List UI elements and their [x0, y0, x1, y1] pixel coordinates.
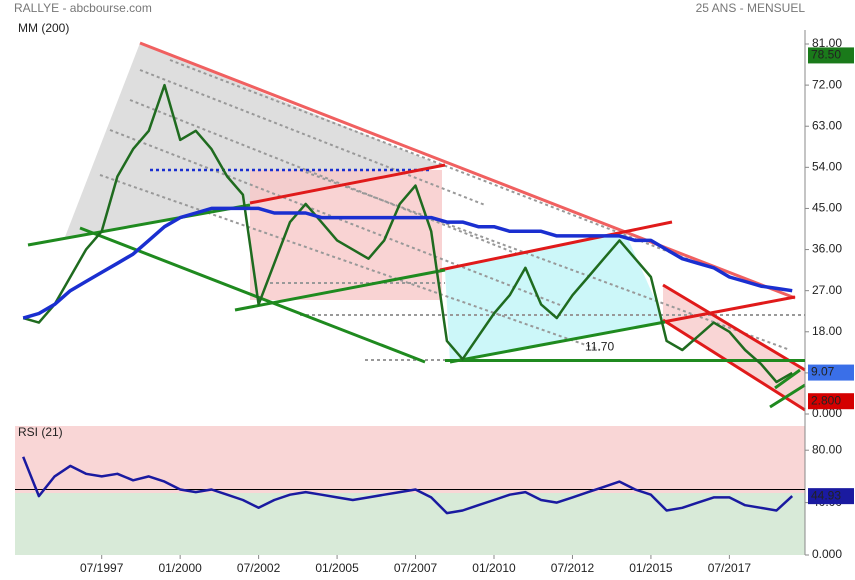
y-tick-label: 0.000	[812, 547, 842, 561]
y-tick-label: 45.00	[812, 201, 842, 215]
x-tick-label: 07/2002	[237, 561, 281, 575]
price-tag-label: 44.93	[811, 488, 841, 502]
y-tick-label: 63.00	[812, 118, 842, 132]
y-tick-label: 36.00	[812, 242, 842, 256]
price-tag-label: 78.50	[811, 48, 841, 62]
y-tick-label: 18.00	[812, 324, 842, 338]
series-line	[22, 206, 793, 320]
x-tick-label: 01/2015	[629, 561, 673, 575]
drawings	[27, 41, 806, 412]
price-tag	[808, 47, 854, 64]
series-line	[22, 456, 794, 515]
x-tick-label: 01/2010	[472, 561, 516, 575]
chart-subtitle: 25 ANS - MENSUEL	[696, 1, 806, 15]
chart-title: RALLYE - abcbourse.com	[14, 1, 152, 15]
price-tag	[808, 364, 854, 381]
x-tick-label: 01/2000	[158, 561, 202, 575]
y-tick-label: 72.00	[812, 77, 842, 91]
y-tick-label: 54.00	[812, 160, 842, 174]
x-tick-label: 07/2012	[551, 561, 595, 575]
price-tag	[808, 488, 854, 505]
legend-entry: MM (200)	[18, 21, 69, 35]
x-tick-label: 07/2017	[708, 561, 752, 575]
series-line	[22, 83, 793, 384]
y-tick-label: 80.00	[812, 442, 842, 456]
x-tick-label: 07/2007	[394, 561, 438, 575]
x-tick-label: 01/2005	[315, 561, 359, 575]
annotation-label: 11.70	[585, 340, 614, 354]
price-tag-label: 9.07	[811, 365, 835, 379]
y-tick-label: 81.00	[812, 36, 842, 50]
x-tick-label: 07/1997	[80, 561, 124, 575]
rsi-upper-zone	[15, 426, 805, 493]
rsi-title: RSI (21)	[18, 425, 63, 439]
y-tick-label: 0.000	[812, 406, 842, 420]
rsi-lower-zone	[15, 493, 805, 555]
price-tag-label: 2.800	[811, 393, 841, 407]
price-tag	[808, 393, 854, 410]
y-tick-label: 27.00	[812, 283, 842, 297]
